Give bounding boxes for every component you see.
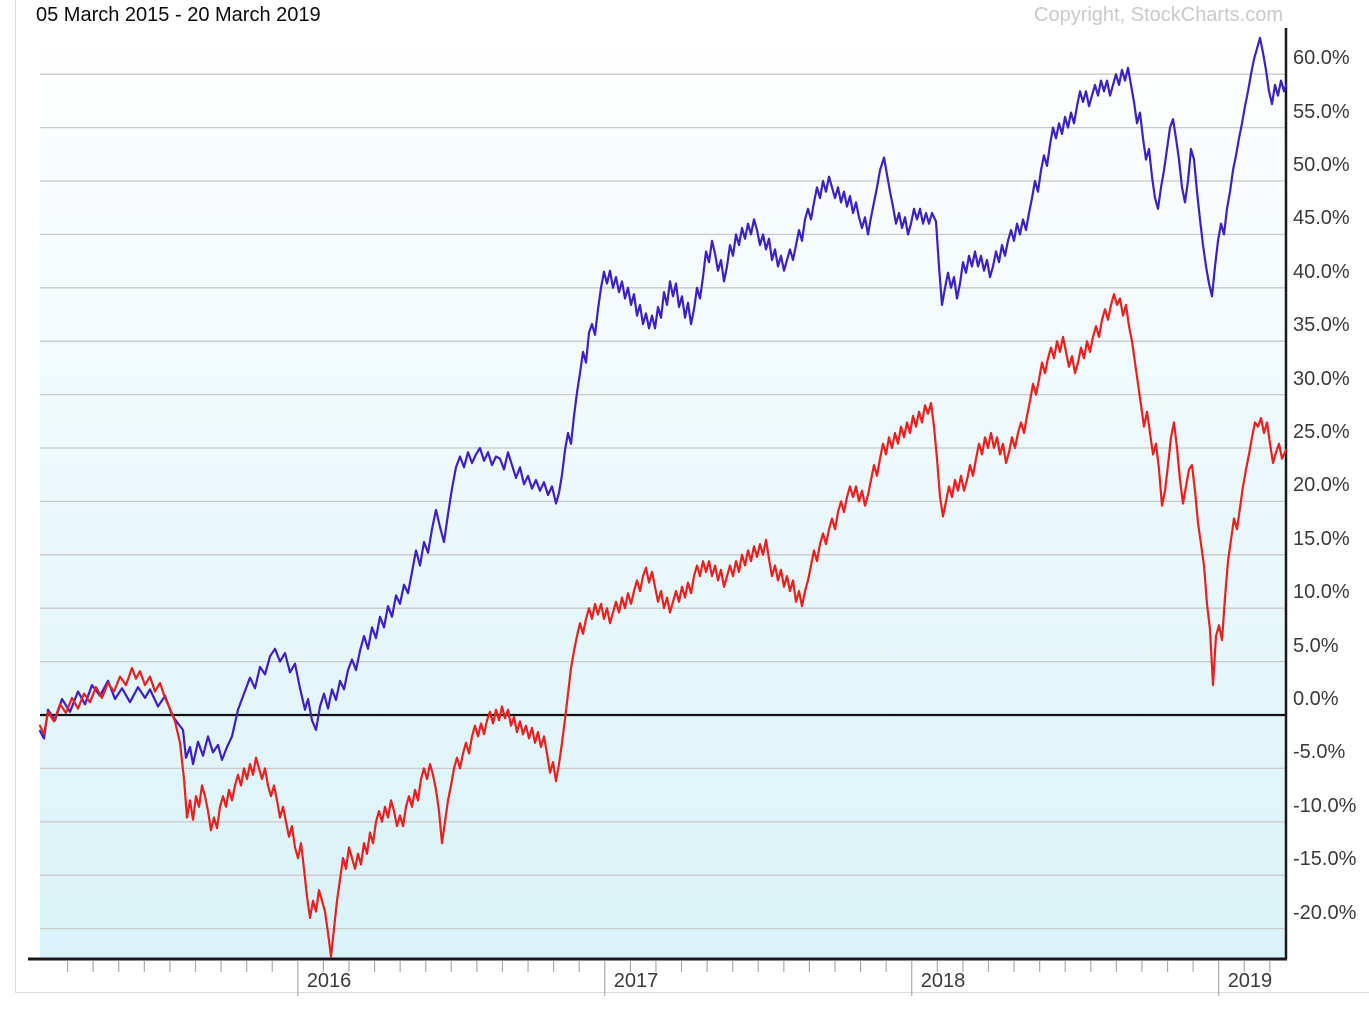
- x-axis-year-label: 2019: [1227, 970, 1273, 992]
- y-axis-label: 55.0%: [1293, 100, 1350, 123]
- y-axis-label: 50.0%: [1293, 154, 1350, 176]
- y-axis-label: 60.0%: [1293, 47, 1350, 70]
- bottom-frame-line: [15, 992, 1369, 993]
- y-axis-label: 30.0%: [1293, 367, 1350, 390]
- left-frame-line: [15, 0, 16, 993]
- y-axis-label: 35.0%: [1293, 314, 1350, 337]
- y-axis-label: 40.0%: [1293, 260, 1350, 283]
- copyright-text: Copyright, StockCharts.com: [1034, 4, 1283, 26]
- plot-background: [40, 25, 1286, 959]
- y-axis-label: -20.0%: [1293, 901, 1357, 924]
- y-axis-label: -5.0%: [1293, 741, 1346, 764]
- y-axis-label: 25.0%: [1293, 421, 1350, 443]
- x-axis-year-label: 2017: [613, 970, 659, 992]
- x-axis-year-label: 2018: [920, 970, 966, 992]
- y-axis-label: 45.0%: [1293, 207, 1350, 230]
- y-axis-label: -10.0%: [1293, 794, 1357, 817]
- x-axis-year-label: 2016: [306, 970, 352, 992]
- y-axis-label: 15.0%: [1293, 527, 1350, 550]
- y-axis-label: 0.0%: [1293, 688, 1339, 710]
- y-axis-label: 5.0%: [1293, 634, 1339, 657]
- series-line-blue: [38, 36, 1288, 766]
- y-axis-label: 10.0%: [1293, 581, 1350, 604]
- y-axis-label: -15.0%: [1293, 848, 1357, 871]
- date-range-title: 05 March 2015 - 20 March 2019: [36, 4, 321, 26]
- y-axis-label: 20.0%: [1293, 474, 1350, 497]
- series-line-red: [38, 293, 1288, 958]
